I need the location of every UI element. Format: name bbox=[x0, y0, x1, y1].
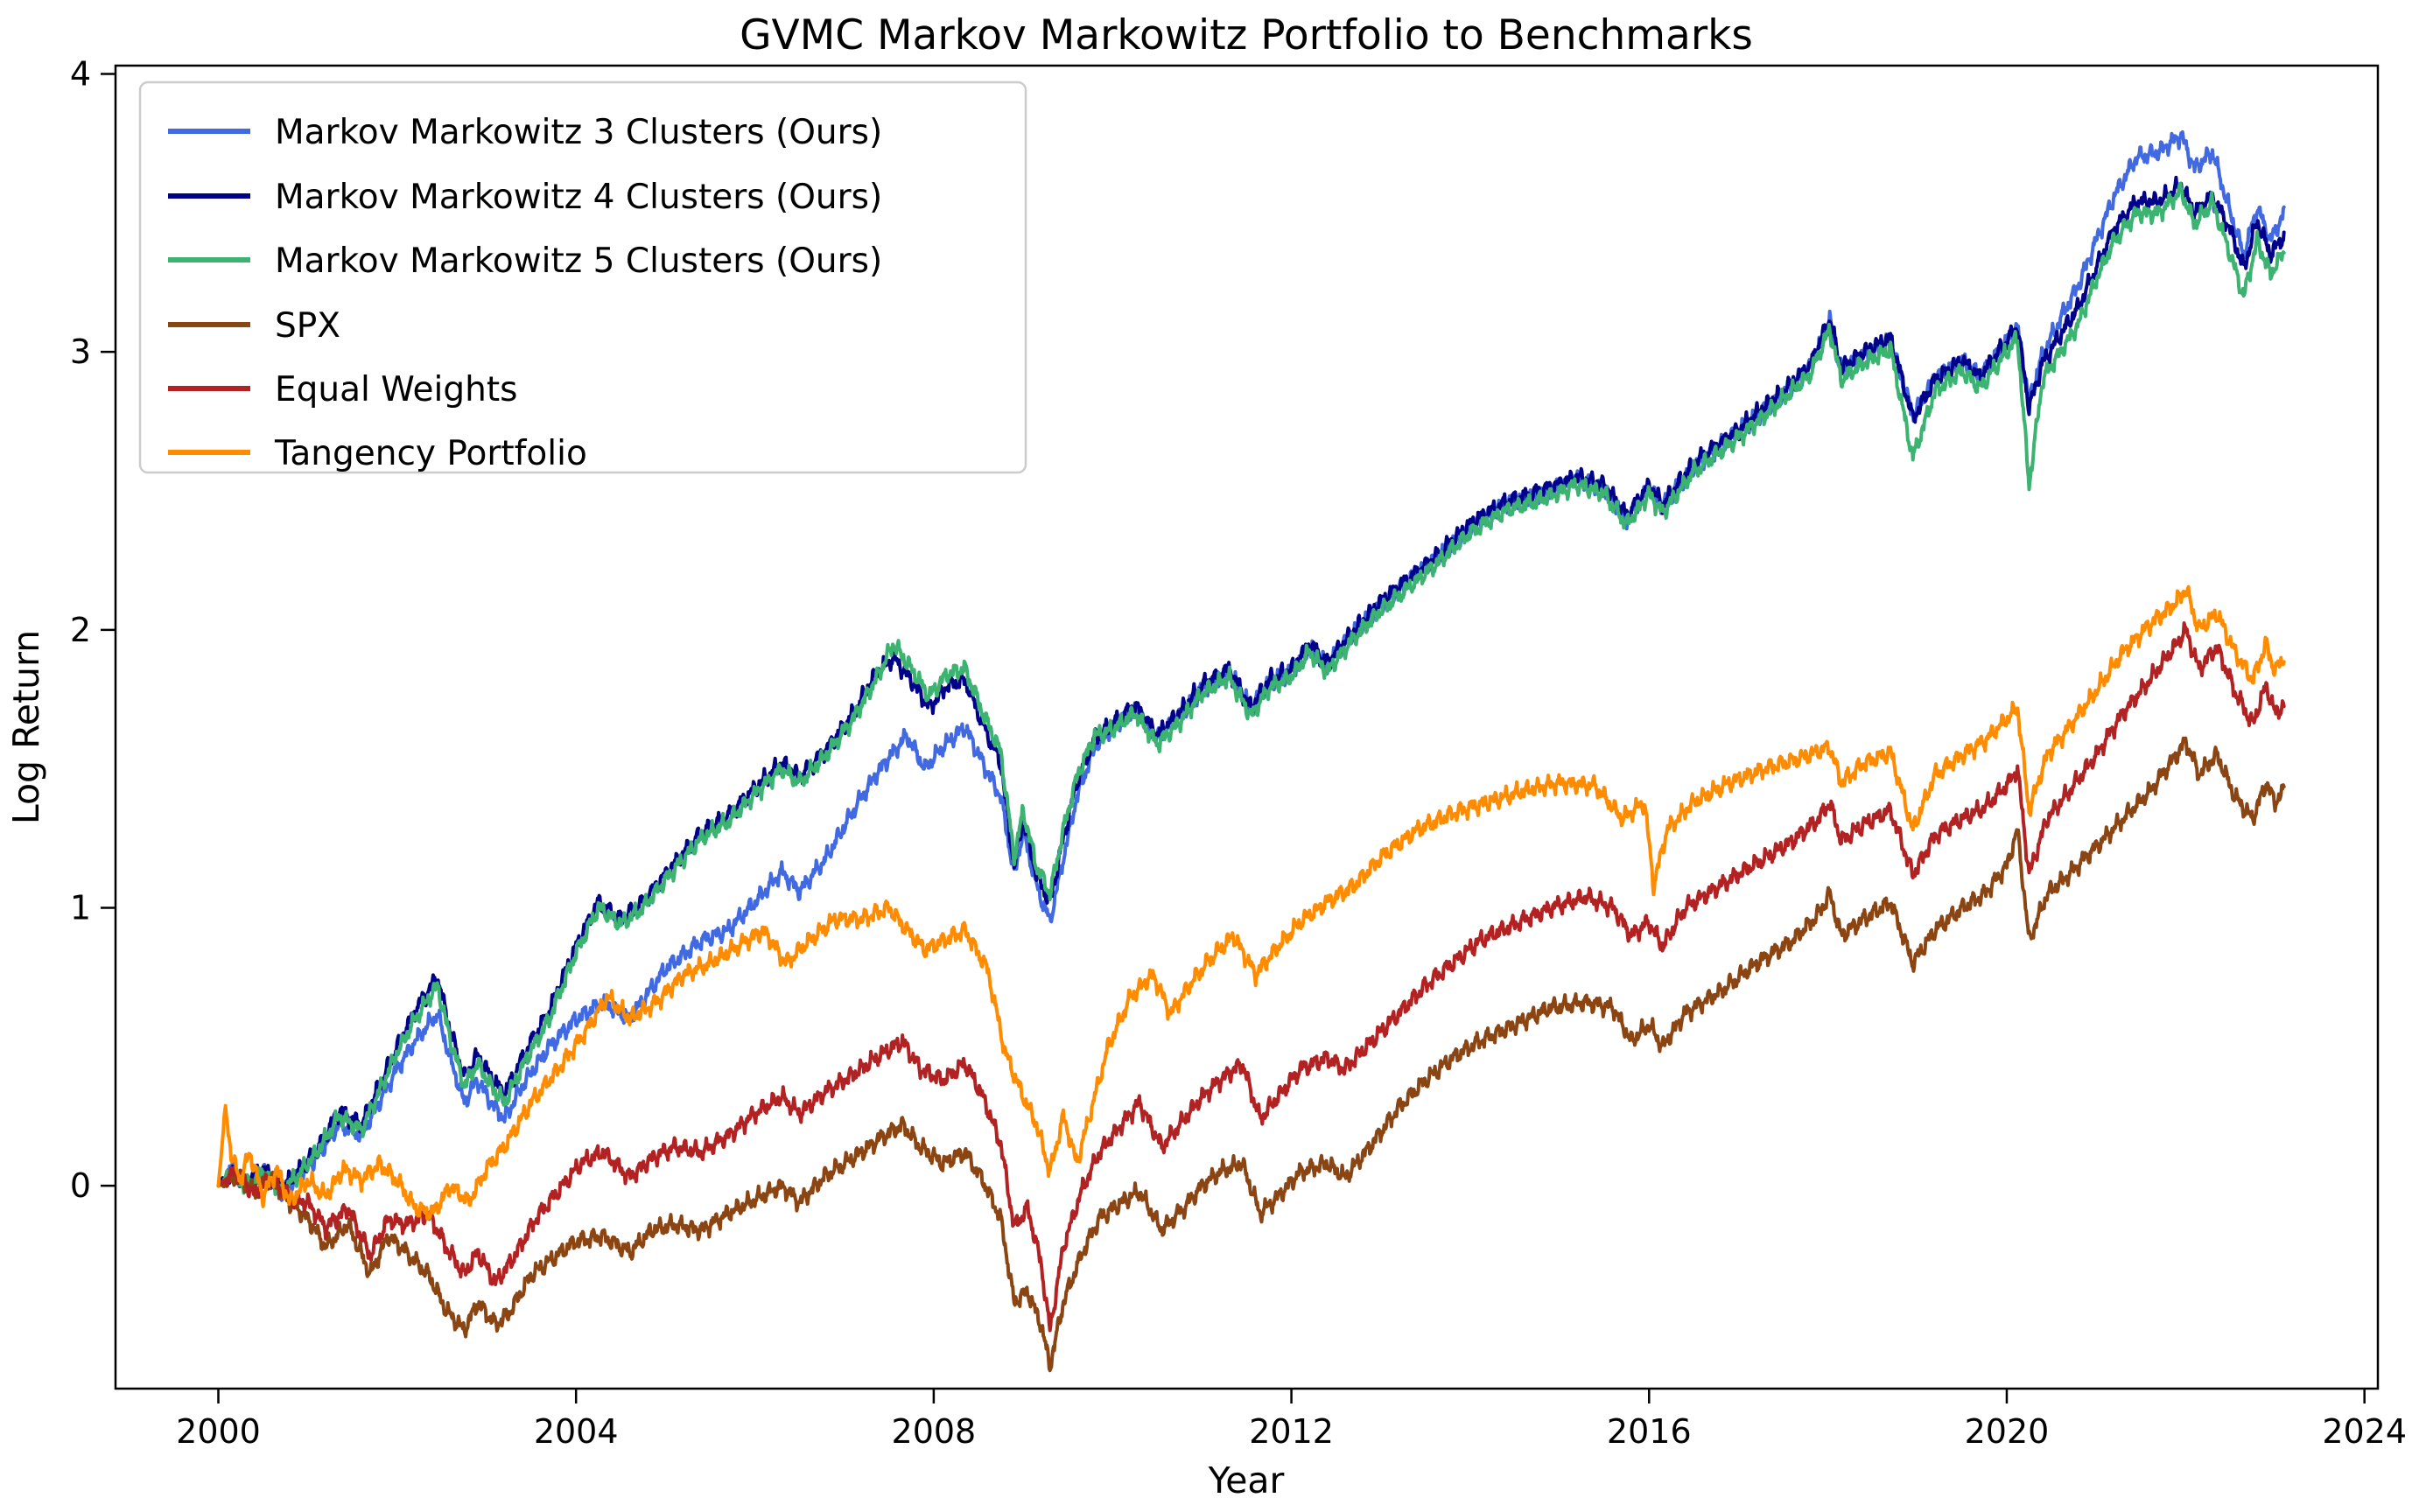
legend-item: Markov Markowitz 5 Clusters (Ours) bbox=[168, 242, 882, 281]
legend-item-label: SPX bbox=[275, 306, 340, 346]
legend-item-label: Tangency Portfolio bbox=[274, 434, 587, 473]
plot-border bbox=[114, 64, 2380, 1390]
y-tick-label: 2 bbox=[70, 611, 91, 649]
x-tick-label: 2012 bbox=[1249, 1412, 1334, 1451]
x-tick-label: 2016 bbox=[1607, 1412, 1692, 1451]
legend-item: Tangency Portfolio bbox=[168, 434, 587, 473]
y-axis-ticks: 0 1 2 3 4 bbox=[70, 55, 116, 1205]
y-tick-label: 4 bbox=[70, 55, 91, 94]
y-tick-label: 1 bbox=[70, 888, 91, 927]
legend-item-label: Markov Markowitz 3 Clusters (Ours) bbox=[275, 113, 882, 152]
x-tick-label: 2020 bbox=[1965, 1412, 2050, 1451]
chart-title: GVMC Markov Markowitz Portfolio to Bench… bbox=[740, 11, 1753, 60]
x-tick-label: 2004 bbox=[534, 1412, 619, 1451]
series-lines bbox=[216, 130, 2286, 1373]
y-tick-label: 0 bbox=[70, 1166, 91, 1205]
x-axis-ticks: 2000 2004 2008 2012 2016 2020 2024 bbox=[176, 1389, 2407, 1451]
legend-item: SPX bbox=[168, 306, 340, 346]
x-axis-label: Year bbox=[1208, 1460, 1285, 1502]
legend-item: Markov Markowitz 3 Clusters (Ours) bbox=[168, 113, 882, 152]
legend: Markov Markowitz 3 Clusters (Ours) Marko… bbox=[138, 80, 1027, 474]
legend-item-label: Equal Weights bbox=[275, 370, 517, 410]
legend-box bbox=[138, 80, 1027, 474]
series-line-5 bbox=[216, 584, 2286, 1221]
legend-item-label: Markov Markowitz 4 Clusters (Ours) bbox=[275, 178, 882, 217]
x-tick-label: 2024 bbox=[2322, 1412, 2407, 1451]
x-tick-label: 2008 bbox=[892, 1412, 977, 1451]
legend-item: Markov Markowitz 4 Clusters (Ours) bbox=[168, 178, 882, 217]
series-line-4 bbox=[216, 621, 2286, 1333]
x-tick-label: 2000 bbox=[176, 1412, 261, 1451]
y-axis-label: Log Return bbox=[5, 630, 47, 824]
series-line-3 bbox=[216, 736, 2286, 1373]
series-line-2 bbox=[216, 181, 2286, 1200]
y-tick-label: 3 bbox=[70, 332, 91, 371]
legend-item: Equal Weights bbox=[168, 370, 517, 410]
legend-item-label: Markov Markowitz 5 Clusters (Ours) bbox=[275, 242, 882, 281]
